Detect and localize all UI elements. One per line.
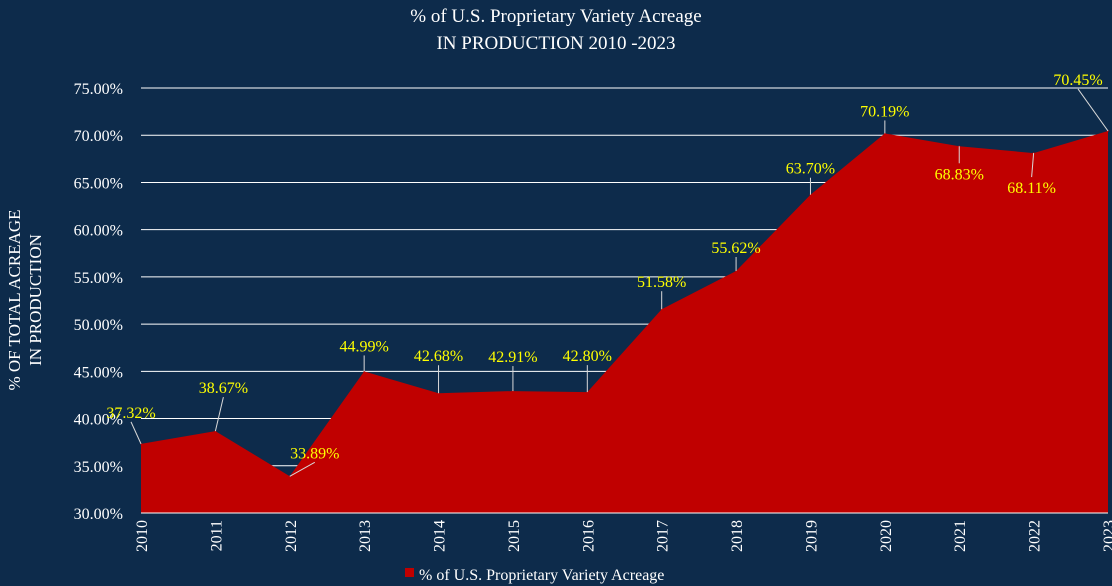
legend-label: % of U.S. Proprietary Variety Acreage: [419, 567, 664, 584]
chart-subtitle: IN PRODUCTION 2010 -2023: [436, 33, 675, 54]
x-tick-label: 2015: [506, 520, 523, 552]
y-tick-label: 60.00%: [74, 223, 123, 240]
y-tick-label: 55.00%: [74, 270, 123, 287]
x-axis-ticks: 2010 2011 2012 2013 2014 2015 2016 2017 2018 2019…: [134, 520, 1112, 552]
area-series: [140, 130, 1109, 514]
leader-lines: [130, 88, 1109, 477]
data-label: 51.58%: [637, 274, 686, 291]
data-label: 42.80%: [563, 348, 612, 365]
data-label: 68.11%: [1007, 180, 1056, 197]
y-tick-label: 35.00%: [74, 459, 123, 476]
y-axis-ticks: 30.00% 35.00% 40.00% 45.00% 50.00% 55.00% 60.0…: [74, 81, 123, 523]
leader-line: [130, 421, 142, 445]
legend-swatch: [405, 568, 414, 577]
y-tick-label: 65.00%: [74, 175, 123, 192]
y-tick-label: 40.00%: [74, 412, 123, 429]
leader-line: [214, 397, 224, 432]
y-axis-title: % OF TOTAL ACREAGE IN PRODUCTION: [5, 209, 45, 390]
chart-title: % of U.S. Proprietary Variety Acreage: [410, 6, 701, 27]
leader-line: [1077, 88, 1109, 132]
x-tick-label: 2017: [655, 520, 672, 552]
y-tick-label: 50.00%: [74, 317, 123, 334]
data-label: 70.19%: [860, 103, 909, 120]
x-tick-label: 2013: [357, 520, 374, 552]
x-tick-label: 2012: [283, 520, 300, 552]
x-tick-label: 2014: [432, 520, 449, 552]
x-tick-label: 2020: [878, 520, 895, 552]
data-label: 68.83%: [935, 166, 984, 183]
x-tick-label: 2023: [1101, 520, 1112, 552]
data-labels: 37.32% 38.67% 33.89% 44.99% 42.68% 42.91% 42.8…: [106, 72, 1102, 462]
x-tick-label: 2019: [803, 520, 820, 552]
series-area: [141, 130, 1108, 513]
legend: % of U.S. Proprietary Variety Acreage: [405, 567, 664, 584]
data-label: 37.32%: [106, 405, 155, 422]
data-label: 63.70%: [786, 161, 835, 178]
leader-line: [289, 461, 316, 477]
x-tick-label: 2022: [1027, 520, 1044, 552]
data-label: 70.45%: [1053, 72, 1102, 89]
data-label: 42.91%: [488, 349, 537, 366]
y-tick-label: 75.00%: [74, 81, 123, 98]
data-label: 44.99%: [339, 338, 388, 355]
data-label: 42.68%: [414, 348, 463, 365]
data-label: 38.67%: [199, 380, 248, 397]
leader-line: [1031, 153, 1035, 178]
x-tick-label: 2021: [952, 520, 969, 552]
y-axis-title-line2: IN PRODUCTION: [26, 234, 45, 366]
x-tick-label: 2010: [134, 520, 151, 552]
y-tick-label: 30.00%: [74, 506, 123, 523]
data-label: 55.62%: [711, 240, 760, 257]
x-tick-label: 2011: [208, 520, 225, 551]
data-label: 33.89%: [290, 445, 339, 462]
x-tick-label: 2016: [580, 520, 597, 552]
y-tick-label: 70.00%: [74, 128, 123, 145]
x-tick-label: 2018: [729, 520, 746, 552]
y-tick-label: 45.00%: [74, 364, 123, 381]
y-axis-title-line1: % OF TOTAL ACREAGE: [5, 209, 24, 390]
gridlines: [141, 87, 1108, 467]
